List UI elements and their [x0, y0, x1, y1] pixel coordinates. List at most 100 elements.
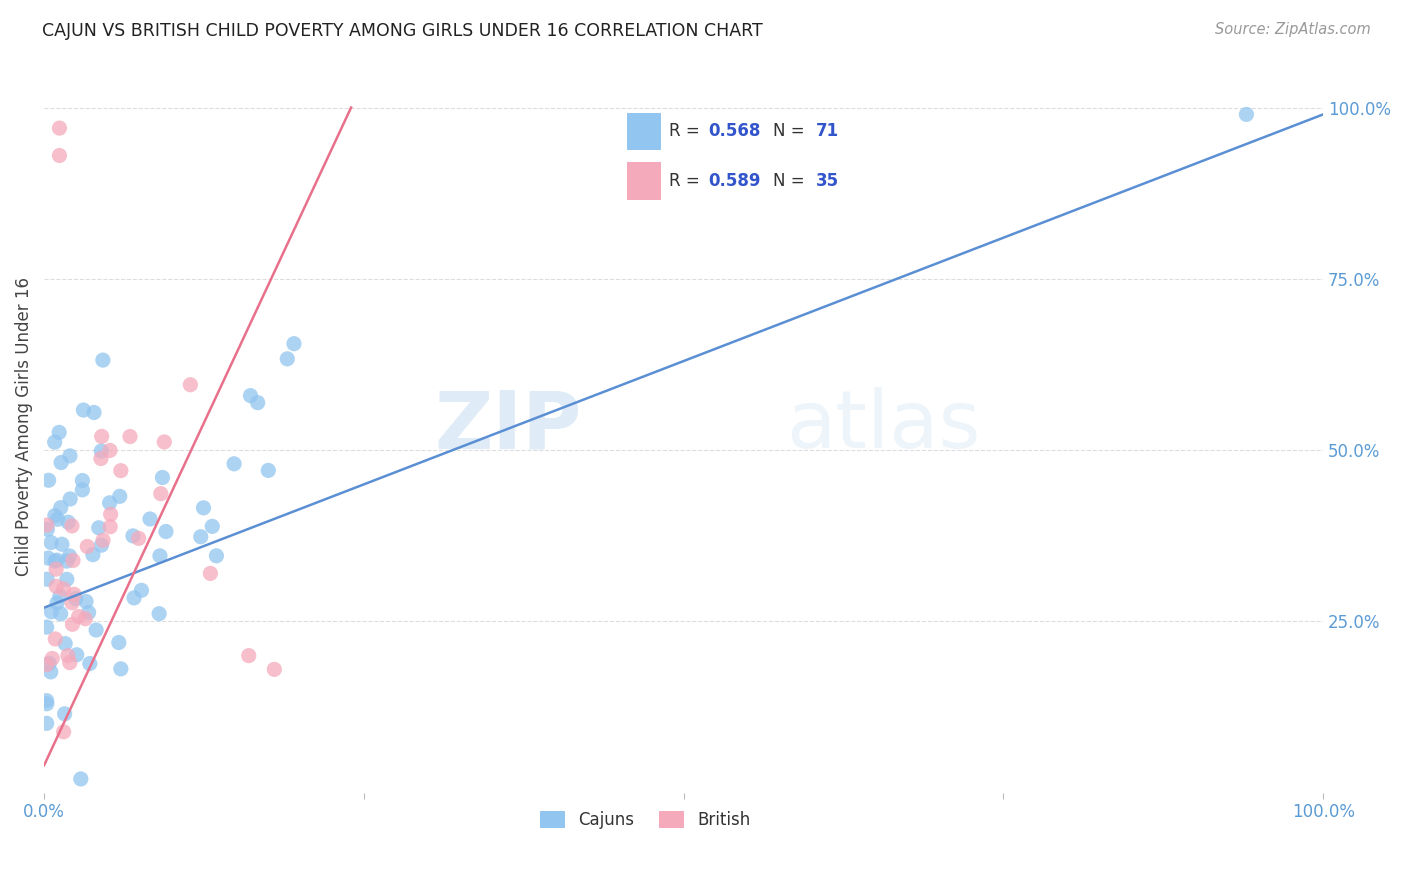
- Cajuns: [37, 572, 59, 586]
- British: [48, 148, 70, 162]
- British: [90, 451, 112, 466]
- Cajuns: [276, 351, 298, 366]
- Cajuns: [46, 596, 69, 610]
- Cajuns: [39, 535, 62, 549]
- Cajuns: [72, 403, 94, 417]
- British: [75, 612, 97, 626]
- Cajuns: [51, 537, 73, 551]
- Legend: Cajuns, British: Cajuns, British: [533, 804, 758, 836]
- Cajuns: [39, 605, 62, 619]
- British: [35, 657, 58, 672]
- British: [44, 632, 66, 646]
- Cajuns: [69, 772, 91, 786]
- Cajuns: [75, 594, 97, 608]
- Cajuns: [37, 551, 59, 566]
- Cajuns: [55, 554, 77, 568]
- Cajuns: [122, 591, 145, 605]
- Cajuns: [1234, 107, 1257, 121]
- British: [91, 533, 114, 548]
- Cajuns: [59, 449, 82, 463]
- Cajuns: [46, 512, 69, 526]
- British: [62, 553, 84, 567]
- British: [200, 566, 222, 581]
- Text: N =: N =: [773, 122, 810, 140]
- Cajuns: [46, 553, 69, 567]
- Text: ZIP: ZIP: [434, 387, 581, 465]
- Cajuns: [72, 474, 94, 488]
- Cajuns: [44, 508, 66, 523]
- Cajuns: [35, 620, 58, 634]
- Cajuns: [49, 607, 72, 621]
- Cajuns: [83, 405, 105, 419]
- Cajuns: [48, 425, 70, 440]
- British: [128, 532, 150, 546]
- Cajuns: [37, 522, 59, 536]
- Cajuns: [90, 538, 112, 552]
- Cajuns: [84, 623, 107, 637]
- Y-axis label: Child Poverty Among Girls Under 16: Child Poverty Among Girls Under 16: [15, 277, 32, 575]
- Cajuns: [49, 589, 72, 603]
- Cajuns: [98, 496, 121, 510]
- Cajuns: [53, 706, 76, 721]
- Cajuns: [131, 583, 153, 598]
- Cajuns: [77, 606, 100, 620]
- Cajuns: [190, 530, 212, 544]
- Cajuns: [222, 457, 245, 471]
- British: [48, 121, 70, 136]
- Text: CAJUN VS BRITISH CHILD POVERTY AMONG GIRLS UNDER 16 CORRELATION CHART: CAJUN VS BRITISH CHILD POVERTY AMONG GIR…: [42, 22, 763, 40]
- British: [52, 724, 75, 739]
- Text: R =: R =: [669, 172, 706, 190]
- British: [45, 562, 67, 576]
- Cajuns: [66, 648, 89, 662]
- British: [52, 582, 75, 596]
- Cajuns: [79, 657, 101, 671]
- British: [45, 579, 67, 593]
- Cajuns: [72, 483, 94, 497]
- Cajuns: [39, 665, 62, 679]
- British: [67, 609, 90, 624]
- British: [90, 429, 112, 443]
- Cajuns: [49, 456, 72, 470]
- British: [56, 648, 79, 663]
- Cajuns: [35, 716, 58, 731]
- British: [60, 519, 83, 533]
- British: [100, 508, 122, 522]
- Cajuns: [148, 607, 170, 621]
- British: [263, 662, 285, 676]
- Text: 0.589: 0.589: [709, 172, 761, 190]
- Cajuns: [149, 549, 172, 563]
- British: [98, 443, 121, 458]
- Text: N =: N =: [773, 172, 810, 190]
- British: [179, 377, 201, 392]
- Cajuns: [90, 444, 112, 458]
- Cajuns: [246, 395, 269, 409]
- British: [118, 429, 141, 443]
- Cajuns: [193, 500, 215, 515]
- Cajuns: [239, 389, 262, 403]
- British: [63, 587, 86, 601]
- Cajuns: [44, 435, 66, 450]
- British: [60, 596, 83, 610]
- Cajuns: [56, 572, 79, 586]
- Cajuns: [35, 697, 58, 711]
- British: [110, 464, 132, 478]
- Text: 71: 71: [815, 122, 838, 140]
- Cajuns: [108, 489, 131, 503]
- Cajuns: [35, 693, 58, 707]
- Cajuns: [283, 336, 305, 351]
- Text: atlas: atlas: [786, 387, 980, 465]
- Cajuns: [110, 662, 132, 676]
- Text: R =: R =: [669, 122, 706, 140]
- Cajuns: [44, 554, 66, 568]
- Cajuns: [205, 549, 228, 563]
- Bar: [627, 162, 661, 200]
- British: [98, 520, 121, 534]
- Bar: [627, 112, 661, 150]
- Cajuns: [139, 512, 162, 526]
- British: [238, 648, 260, 663]
- British: [149, 486, 172, 500]
- Cajuns: [257, 463, 280, 477]
- Cajuns: [91, 353, 114, 368]
- Cajuns: [122, 529, 145, 543]
- Cajuns: [59, 491, 82, 506]
